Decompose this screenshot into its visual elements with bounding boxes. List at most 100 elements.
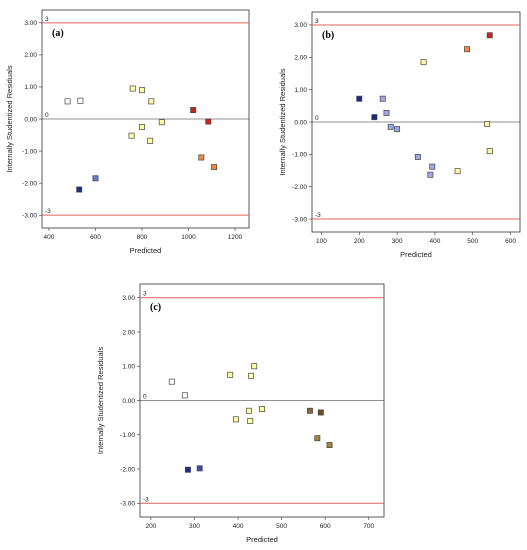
y-tick-label: -3.00 xyxy=(120,501,135,508)
data-point xyxy=(77,97,84,104)
x-tick-label: 300 xyxy=(189,523,200,530)
data-point xyxy=(251,363,258,370)
y-axis-label: Internally Studentized Residuals xyxy=(96,347,105,454)
chart-panel-c: 3 0 -3 200 300 400 500 600 700 -3.00 -2.00 -1.00 0.0… xyxy=(96,283,385,544)
data-point xyxy=(139,87,145,94)
x-tick-label: 800 xyxy=(137,234,148,241)
x-tick-label: 500 xyxy=(276,523,287,530)
data-point xyxy=(486,32,493,39)
x-tick-label: 100 xyxy=(316,238,327,245)
data-point xyxy=(198,154,205,161)
data-point xyxy=(92,175,99,182)
panel-label: (c) xyxy=(150,302,161,313)
data-point xyxy=(383,109,390,116)
ref-line-label: -3 xyxy=(45,208,51,215)
data-point xyxy=(379,95,386,102)
data-point xyxy=(247,418,254,425)
y-tick-label: 2.00 xyxy=(24,52,37,59)
data-point xyxy=(326,442,333,448)
y-tick-label: -3.00 xyxy=(292,216,307,223)
y-tick-label: -1.00 xyxy=(292,152,307,159)
data-point xyxy=(454,168,461,175)
x-tick-label: 1000 xyxy=(181,234,196,241)
x-tick-label: 1200 xyxy=(228,234,243,241)
y-tick-label: 0.00 xyxy=(24,116,37,123)
data-point xyxy=(232,416,239,423)
data-point xyxy=(464,46,471,53)
data-point xyxy=(227,371,234,378)
data-point xyxy=(168,378,175,385)
data-point xyxy=(371,114,378,121)
x-tick-label: 600 xyxy=(505,238,516,245)
data-point xyxy=(387,123,394,130)
data-point xyxy=(414,153,421,160)
y-tick-label: 3.00 xyxy=(294,22,307,29)
data-point xyxy=(314,435,321,442)
data-point xyxy=(158,119,165,126)
data-point xyxy=(147,137,154,144)
data-point xyxy=(484,120,491,127)
y-axis-label: Internally Studentized Residuals xyxy=(278,68,287,175)
data-point xyxy=(148,98,155,105)
x-tick-label: 200 xyxy=(354,238,365,245)
x-tick-label: 600 xyxy=(320,523,331,530)
x-tick-label: 200 xyxy=(145,523,156,530)
data-point xyxy=(128,132,135,139)
y-tick-label: -2.00 xyxy=(292,184,307,191)
data-point xyxy=(190,107,197,113)
ref-line-label: 3 xyxy=(45,16,49,23)
data-point xyxy=(259,406,265,413)
y-tick-label: 1.00 xyxy=(294,87,307,94)
data-point xyxy=(394,126,401,133)
y-tick-label: 0.00 xyxy=(122,398,135,405)
data-point xyxy=(486,148,493,155)
y-tick-label: 1.00 xyxy=(24,84,37,91)
y-tick-label: -1.00 xyxy=(120,432,135,439)
ref-line-label: 0 xyxy=(143,394,147,401)
panel-label: (b) xyxy=(322,30,334,41)
chart-panel-a: 3 0 -3 400 600 800 1000 1200 -3.00 -2.00 -1.00 0.00… xyxy=(5,9,250,255)
data-point xyxy=(317,409,324,416)
data-point xyxy=(248,372,255,379)
y-tick-label: 1.00 xyxy=(122,364,135,371)
ref-line-label: 0 xyxy=(315,115,319,122)
ref-line-label: 3 xyxy=(315,18,319,25)
data-point xyxy=(205,118,212,125)
data-point xyxy=(211,164,218,171)
data-point xyxy=(356,95,363,102)
data-point xyxy=(76,186,83,193)
y-tick-label: 0.00 xyxy=(294,119,307,126)
y-tick-label: -2.00 xyxy=(120,466,135,473)
ref-line-label: 3 xyxy=(143,291,147,298)
y-tick-label: -1.00 xyxy=(22,148,37,155)
data-point xyxy=(245,407,252,414)
chart-panel-b: 3 0 -3 100 200 300 400 500 600 -3.00 -2.00 -1.00 0.0… xyxy=(278,11,521,259)
x-tick-label: 400 xyxy=(44,234,55,241)
x-axis-label: Predicted xyxy=(130,246,162,255)
x-tick-label: 700 xyxy=(363,523,374,530)
y-tick-label: -3.00 xyxy=(22,212,37,219)
y-tick-label: 3.00 xyxy=(122,295,135,302)
x-tick-label: 500 xyxy=(467,238,478,245)
data-point xyxy=(64,98,71,105)
data-point xyxy=(181,392,188,399)
data-point xyxy=(420,59,427,66)
x-tick-label: 600 xyxy=(90,234,101,241)
y-tick-label: 2.00 xyxy=(122,329,135,336)
x-axis-label: Predicted xyxy=(400,250,432,259)
data-point xyxy=(139,124,145,130)
data-point xyxy=(129,85,136,92)
ref-line-label: -3 xyxy=(143,496,149,503)
panel-label: (a) xyxy=(52,28,64,39)
x-axis-label: Predicted xyxy=(246,535,278,544)
data-point xyxy=(306,407,313,414)
y-axis-label: Internally Studentized Residuals xyxy=(5,65,14,172)
ref-line-label: -3 xyxy=(315,212,321,219)
y-tick-label: 3.00 xyxy=(24,20,37,27)
ref-line-label: 0 xyxy=(45,112,49,119)
y-tick-label: -2.00 xyxy=(22,180,37,187)
y-tick-label: 2.00 xyxy=(294,55,307,62)
data-point xyxy=(196,465,203,472)
x-tick-label: 300 xyxy=(392,238,403,245)
